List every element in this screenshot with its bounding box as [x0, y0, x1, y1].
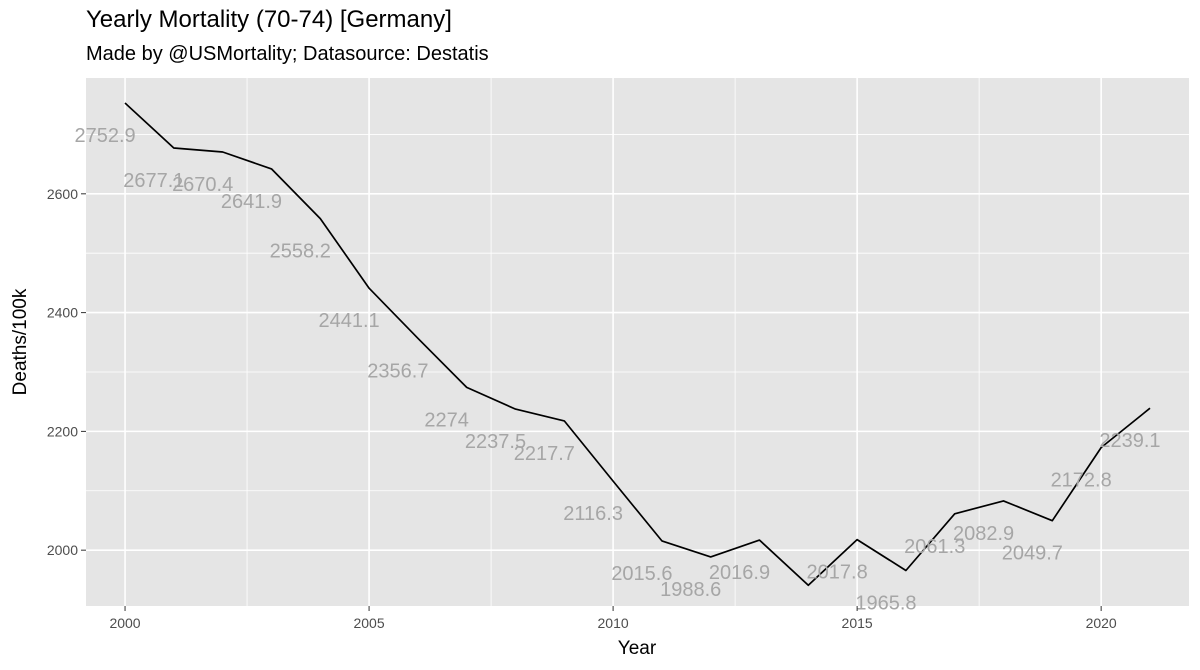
data-label: 2441.1 [318, 310, 379, 332]
major-gridlines [86, 78, 1189, 606]
data-label: 2752.9 [74, 125, 135, 147]
data-label: 2017.8 [807, 562, 868, 584]
data-label: 1965.8 [855, 592, 916, 614]
y-axis-title: Deaths/100k [10, 288, 31, 395]
x-tick-label: 2015 [842, 615, 873, 631]
x-axis-ticks: 2000 2005 2010 2015 2020 [109, 606, 1117, 631]
data-label: 2558.2 [270, 241, 331, 263]
data-label: 2016.9 [709, 562, 770, 584]
data-label: 2237.5 [465, 431, 526, 453]
x-tick-label: 2005 [353, 615, 384, 631]
chart-subtitle: Made by @USMortality; Datasource: Destat… [86, 43, 489, 65]
data-label: 2049.7 [1002, 543, 1063, 565]
x-axis-title: Year [618, 638, 657, 659]
x-tick-label: 2020 [1086, 615, 1117, 631]
y-tick-label: 2000 [47, 542, 78, 558]
data-label: 1988.6 [660, 579, 721, 601]
data-label: 2061.3 [904, 536, 965, 558]
y-tick-label: 2200 [47, 423, 78, 439]
y-tick-label: 2600 [47, 186, 78, 202]
data-label: 2274 [424, 409, 469, 431]
series-line [124, 102, 1151, 587]
plot-panel [86, 78, 1189, 606]
minor-gridlines [86, 78, 1189, 606]
y-axis-ticks: 2000 2200 2400 2600 [47, 186, 86, 558]
data-label: 2641.9 [221, 191, 282, 213]
data-label: 2677.1 [123, 170, 184, 192]
data-label: 2015.6 [611, 563, 672, 585]
data-label: 2116.3 [563, 503, 623, 525]
data-label: 2217.7 [514, 443, 575, 465]
data-label: 2082.9 [953, 523, 1014, 545]
series-group [124, 102, 1151, 587]
x-tick-label: 2010 [598, 615, 629, 631]
y-tick-label: 2400 [47, 305, 78, 321]
x-tick-label: 2000 [109, 615, 140, 631]
data-label: 2670.4 [172, 174, 233, 196]
chart-title: Yearly Mortality (70-74) [Germany] [86, 6, 452, 33]
data-label: 2172.8 [1051, 470, 1112, 492]
data-label: 2239.1 [1099, 430, 1160, 452]
data-label: 2356.7 [367, 360, 428, 382]
